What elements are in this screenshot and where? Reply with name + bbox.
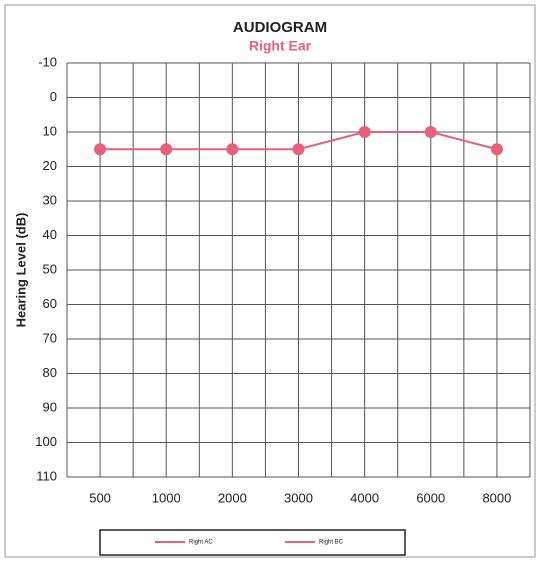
x-tick-label: 500	[89, 490, 111, 505]
legend	[99, 529, 406, 556]
chart-title: AUDIOGRAM	[233, 19, 327, 36]
y-tick-label: 100	[35, 434, 57, 449]
chart-frame	[4, 4, 536, 558]
y-tick-label: 40	[43, 227, 57, 242]
y-tick-label: 90	[43, 399, 57, 414]
data-point	[94, 143, 107, 156]
y-tick-label: 70	[43, 330, 57, 345]
x-tick-label: 1000	[152, 490, 181, 505]
y-tick-label: 110	[36, 468, 57, 483]
y-tick-label: 60	[43, 296, 57, 311]
x-tick-label: 2000	[218, 490, 247, 505]
data-point	[490, 143, 503, 156]
data-point	[226, 143, 239, 156]
data-point	[358, 126, 371, 138]
legend-label: Right AC	[189, 540, 213, 546]
y-tick-label: 30	[43, 192, 57, 207]
x-tick-label: 3000	[284, 490, 313, 505]
y-axis-title: Hearing Level (dB)	[13, 213, 28, 328]
data-point	[160, 143, 173, 156]
y-tick-label: 50	[43, 261, 57, 276]
x-tick-label: 6000	[416, 490, 445, 505]
y-tick-label: 10	[43, 123, 57, 138]
y-tick-label: 20	[43, 158, 57, 173]
chart-subtitle: Right Ear	[249, 38, 312, 54]
y-tick-label: -10	[38, 54, 57, 69]
x-tick-label: 8000	[482, 490, 511, 505]
y-tick-label: 80	[43, 365, 57, 380]
data-point	[292, 143, 305, 156]
y-tick-label: 0	[50, 89, 57, 104]
x-tick-label: 4000	[350, 490, 379, 505]
legend-label: Right BC	[319, 540, 344, 546]
data-point	[424, 126, 437, 138]
